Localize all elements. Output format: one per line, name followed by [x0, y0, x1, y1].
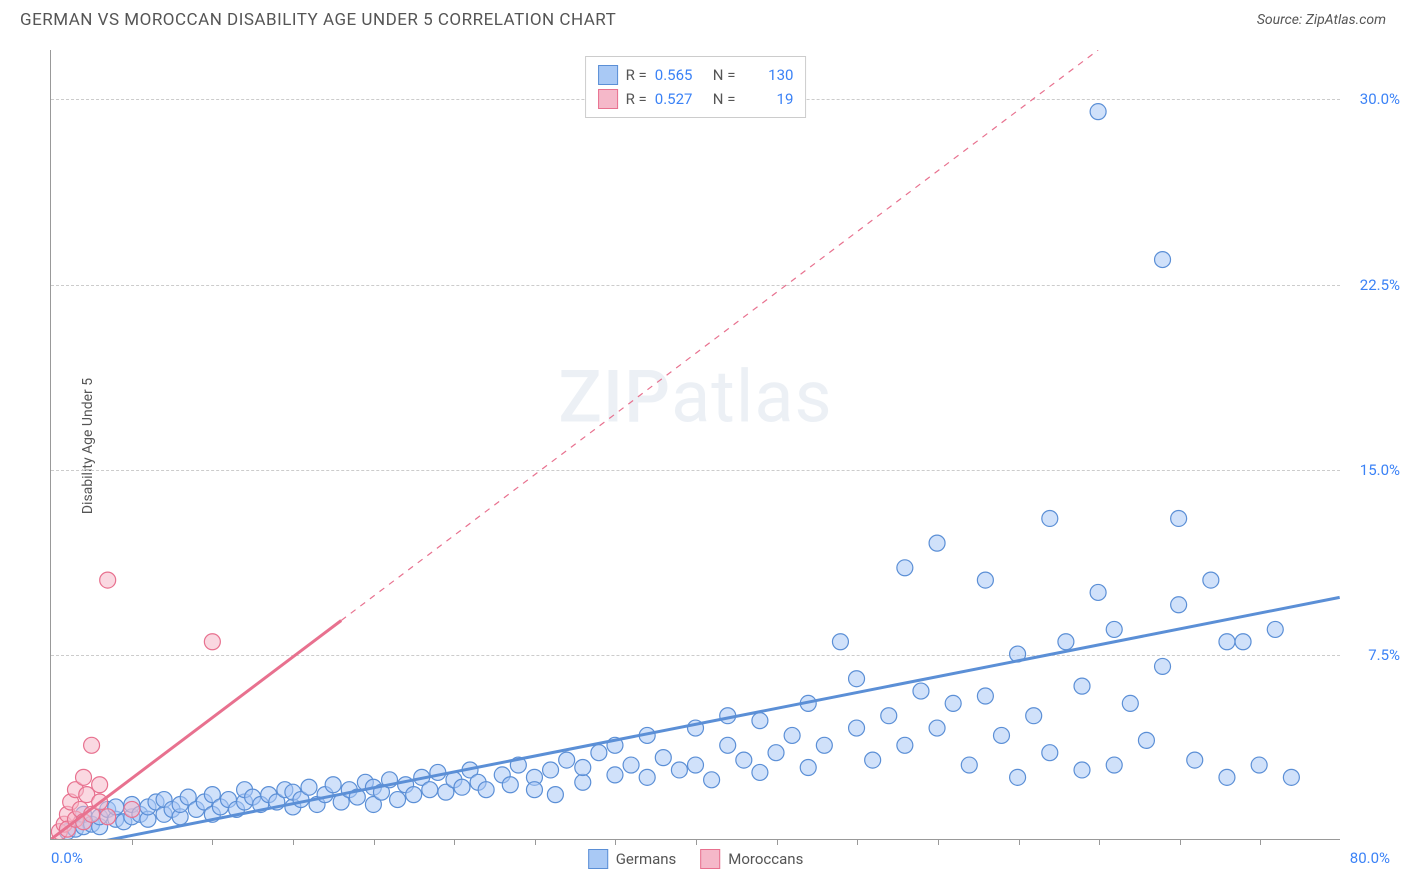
swatch-moroccans — [598, 89, 618, 109]
y-tick-label: 22.5% — [1360, 276, 1400, 294]
chart-plot-area: ZIPatlas R = 0.565 N = 130 R = 0.527 N =… — [50, 50, 1340, 840]
swatch-moroccans-icon — [700, 849, 720, 869]
correlation-legend: R = 0.565 N = 130 R = 0.527 N = 19 — [585, 56, 807, 118]
y-tick-label: 30.0% — [1360, 90, 1400, 108]
legend-row-germans: R = 0.565 N = 130 — [598, 63, 794, 87]
legend-row-moroccans: R = 0.527 N = 19 — [598, 87, 794, 111]
legend-item-germans: Germans — [588, 849, 677, 869]
swatch-germans — [598, 65, 618, 85]
source-label: Source: ZipAtlas.com — [1257, 12, 1386, 28]
y-tick-label: 7.5% — [1368, 646, 1400, 664]
swatch-germans-icon — [588, 849, 608, 869]
scatter-svg — [51, 50, 1340, 839]
x-axis-max: 80.0% — [1350, 849, 1390, 867]
legend-item-moroccans: Moroccans — [700, 849, 803, 869]
y-tick-label: 15.0% — [1360, 461, 1400, 479]
x-axis-min: 0.0% — [51, 849, 83, 867]
chart-title: GERMAN VS MOROCCAN DISABILITY AGE UNDER … — [20, 10, 616, 30]
series-legend: Germans Moroccans — [588, 849, 804, 869]
